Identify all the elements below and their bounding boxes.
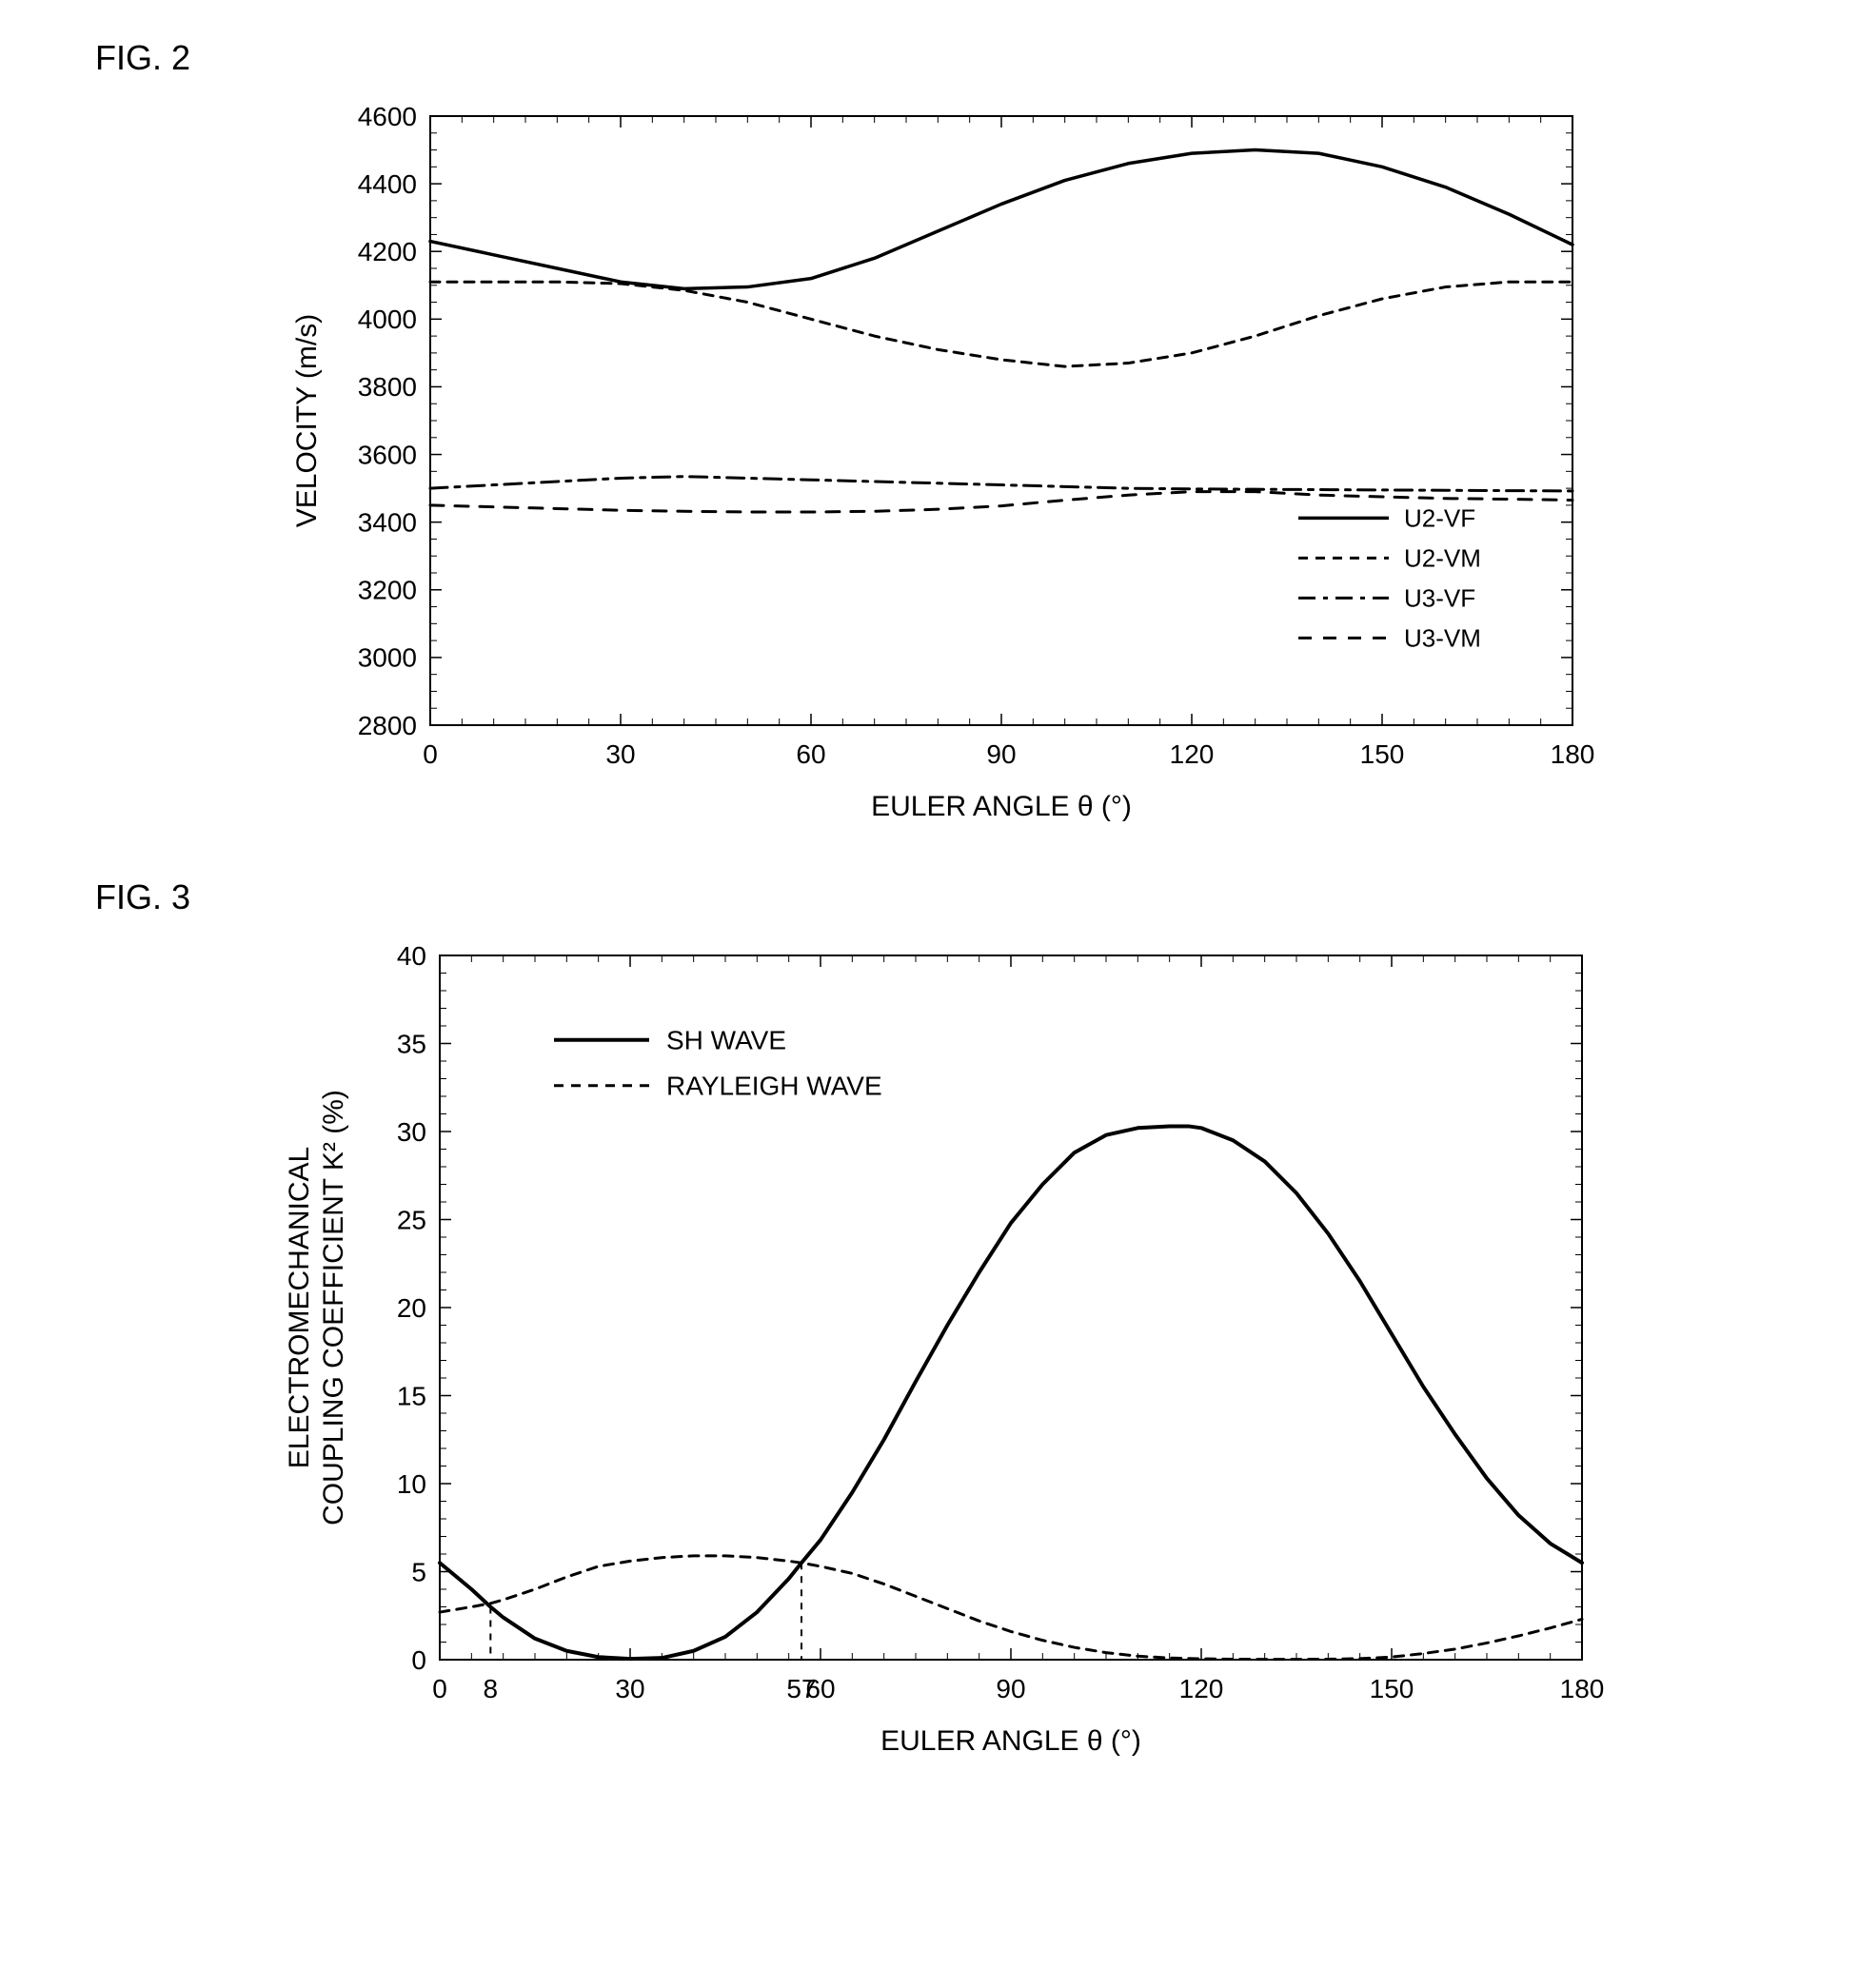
- svg-text:180: 180: [1550, 739, 1594, 769]
- svg-text:4600: 4600: [357, 102, 416, 131]
- svg-text:90: 90: [986, 739, 1016, 769]
- svg-text:3800: 3800: [357, 372, 416, 402]
- svg-text:3000: 3000: [357, 643, 416, 673]
- figure-2-block: FIG. 2 0 30 60 90 120 150 180 2800 3000 3200 3400 3…: [57, 38, 1802, 849]
- svg-text:3400: 3400: [357, 507, 416, 537]
- svg-text:EULER ANGLE θ (°): EULER ANGLE θ (°): [880, 1725, 1141, 1757]
- svg-text:VELOCITY (m/s): VELOCITY (m/s): [291, 314, 323, 527]
- svg-text:4000: 4000: [357, 305, 416, 334]
- svg-text:U2-VM: U2-VM: [1404, 544, 1481, 573]
- figure-3-block: FIG. 3 03060901201501800510152025303540E…: [57, 877, 1802, 1783]
- svg-text:3600: 3600: [357, 440, 416, 469]
- svg-text:4200: 4200: [357, 237, 416, 266]
- svg-text:120: 120: [1178, 1674, 1223, 1703]
- svg-text:35: 35: [396, 1029, 425, 1058]
- figure-3-label: FIG. 3: [95, 877, 1802, 917]
- svg-text:30: 30: [396, 1117, 425, 1147]
- svg-text:U3-VM: U3-VM: [1404, 624, 1481, 653]
- figure-2-chart-wrap: 0 30 60 90 120 150 180 2800 3000 3200 3400 3600 3800…: [57, 88, 1802, 849]
- svg-text:0: 0: [423, 739, 438, 769]
- svg-text:U2-VF: U2-VF: [1404, 504, 1475, 533]
- figure-2-label: FIG. 2: [95, 38, 1802, 78]
- svg-text:5: 5: [411, 1557, 426, 1586]
- svg-text:180: 180: [1559, 1674, 1604, 1703]
- figure-3-chart-wrap: 03060901201501800510152025303540EULER AN…: [57, 927, 1802, 1783]
- svg-text:40: 40: [396, 941, 425, 971]
- svg-text:4400: 4400: [357, 169, 416, 199]
- svg-text:SH WAVE: SH WAVE: [666, 1026, 786, 1055]
- svg-text:0: 0: [432, 1674, 447, 1703]
- svg-text:30: 30: [615, 1674, 644, 1703]
- svg-text:20: 20: [396, 1293, 425, 1323]
- svg-text:ELECTROMECHANICALCOUPLING COEF: ELECTROMECHANICALCOUPLING COEFFICIENT K²…: [284, 1090, 349, 1525]
- svg-text:EULER ANGLE θ (°): EULER ANGLE θ (°): [871, 791, 1132, 822]
- svg-text:150: 150: [1369, 1674, 1414, 1703]
- svg-text:30: 30: [605, 739, 635, 769]
- svg-text:150: 150: [1359, 739, 1404, 769]
- svg-text:25: 25: [396, 1205, 425, 1234]
- svg-text:2800: 2800: [357, 711, 416, 740]
- svg-text:15: 15: [396, 1381, 425, 1410]
- svg-text:120: 120: [1169, 739, 1214, 769]
- svg-text:10: 10: [396, 1469, 425, 1499]
- svg-text:0: 0: [411, 1645, 426, 1675]
- svg-text:90: 90: [996, 1674, 1025, 1703]
- svg-text:RAYLEIGH WAVE: RAYLEIGH WAVE: [666, 1072, 882, 1101]
- svg-text:60: 60: [796, 739, 825, 769]
- figure-3-chart: 03060901201501800510152025303540EULER AN…: [221, 927, 1639, 1783]
- svg-text:3200: 3200: [357, 576, 416, 605]
- figure-2-chart: 0 30 60 90 120 150 180 2800 3000 3200 3400 3600 3800…: [230, 88, 1630, 849]
- svg-text:8: 8: [483, 1674, 498, 1703]
- svg-text:U3-VF: U3-VF: [1404, 584, 1475, 613]
- svg-text:57: 57: [786, 1674, 816, 1703]
